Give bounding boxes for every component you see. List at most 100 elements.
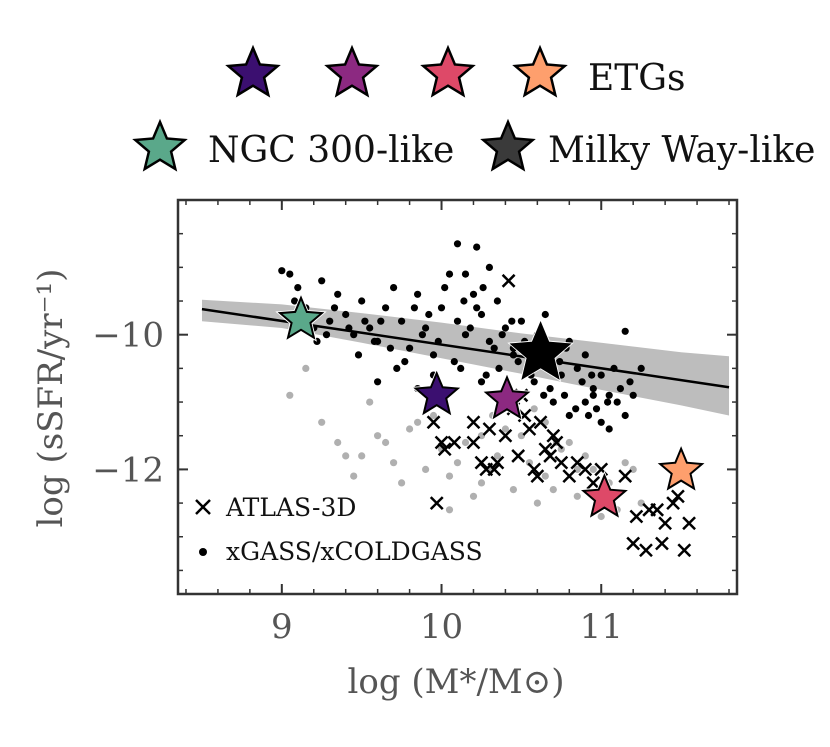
xgass-point <box>581 398 589 406</box>
xgass-point <box>473 243 481 251</box>
xgass-point <box>626 378 634 386</box>
xgass-point <box>342 310 350 319</box>
xgass-point <box>414 290 422 298</box>
nondetection-point <box>533 499 542 507</box>
xgass-point <box>466 324 474 332</box>
xgass-point <box>393 364 401 372</box>
xgass-point <box>291 297 299 305</box>
galaxy-stars <box>275 292 707 520</box>
xgass-point <box>501 324 509 332</box>
inner-legend-label-xgass: xGASS/xCOLDGASS <box>226 537 483 566</box>
xgass-point <box>318 277 326 285</box>
trend-line <box>201 307 730 389</box>
xgass-point <box>410 304 418 312</box>
xgass-point <box>637 364 645 372</box>
xgass-point <box>597 418 605 426</box>
legend-label-etgs: ETGs <box>588 58 686 99</box>
xgass-point <box>477 378 486 386</box>
xgass-point <box>573 364 581 372</box>
xgass-point <box>589 385 597 393</box>
nondetection-point <box>414 418 422 426</box>
legend-star-orange <box>512 44 568 98</box>
xgass-point <box>560 391 569 399</box>
xgass-point <box>294 284 302 292</box>
nondetection-point <box>509 486 517 494</box>
atlas3d-point <box>429 496 444 510</box>
xgass-point <box>326 317 334 325</box>
x-tick-label: 9 <box>271 607 293 647</box>
nondetection-point <box>366 398 374 406</box>
xgass-point <box>406 344 414 352</box>
xgass-point <box>514 358 522 366</box>
xgass-point <box>382 304 390 312</box>
atlas3d-point <box>562 469 577 484</box>
atlas3d-point <box>466 415 481 430</box>
xgass-point <box>453 240 462 248</box>
atlas3d-point <box>498 428 513 443</box>
xgass-point <box>482 371 490 379</box>
nondetection-point <box>358 452 366 460</box>
xgass-point <box>361 317 369 325</box>
xgass-point <box>461 270 470 278</box>
nondetection-point <box>461 438 470 447</box>
legend-label-milkyway: Milky Way-like <box>548 130 815 171</box>
atlas3d-point <box>549 435 564 450</box>
xgass-point <box>322 331 331 339</box>
atlas3d-point <box>511 449 526 463</box>
atlas3d-point <box>466 435 481 450</box>
atlas3d-point <box>479 462 494 477</box>
xgass-point <box>540 391 548 399</box>
inner-legend-x-marker <box>195 499 211 515</box>
galaxy-star-ngc-300-like <box>277 295 325 340</box>
nondetection-point <box>350 472 358 480</box>
xgass-point <box>613 398 621 406</box>
xgass-point <box>441 284 449 292</box>
legend-star-teal <box>132 118 188 172</box>
xgass-point <box>530 378 538 386</box>
atlas3d-point <box>666 496 680 510</box>
xgass-point <box>477 310 486 319</box>
legend-star-black <box>480 118 536 172</box>
plot-frame <box>176 198 739 596</box>
atlas3d-point <box>530 469 545 484</box>
xgass-point <box>473 304 481 312</box>
xgass-point <box>425 310 433 319</box>
xgass-point <box>541 310 549 319</box>
atlas3d-point <box>570 455 585 470</box>
xgass-point <box>445 270 454 278</box>
inner-legend: ATLAS-3D xGASS/xCOLDGASS <box>195 493 483 566</box>
trend-band <box>202 299 729 416</box>
xgass-point <box>354 351 363 359</box>
nondetection-point <box>530 405 538 413</box>
xgass-point <box>549 398 557 406</box>
galaxy-star-etg <box>483 374 531 420</box>
xgass-point <box>498 331 506 339</box>
legend-label-ngc300: NGC 300-like <box>208 130 454 171</box>
xgass-point <box>604 398 612 406</box>
xgass-point <box>588 371 596 379</box>
xgass-point <box>621 327 629 335</box>
xgass-point <box>589 391 597 399</box>
xgass-point <box>370 337 378 345</box>
atlas3d-point <box>677 543 692 558</box>
nondetection-point <box>573 492 581 500</box>
atlas3d-point <box>658 516 673 531</box>
axis-ticks: 9 10 11 −10 −12 <box>92 200 737 647</box>
y-tick-label: −10 <box>92 316 164 356</box>
xgass-point <box>366 324 374 332</box>
atlas3d-point <box>618 469 633 484</box>
xgass-point <box>398 317 406 325</box>
atlas3d-point <box>543 449 558 463</box>
atlas3d-point <box>501 273 516 288</box>
xgass-point <box>616 385 625 393</box>
nondetection-point <box>469 492 478 500</box>
atlas3d-point <box>626 536 641 551</box>
nondetection-point <box>286 391 294 399</box>
xgass-point <box>460 297 468 305</box>
legend-star-purple-dark <box>225 44 281 98</box>
nondetection-point <box>589 465 597 473</box>
xgass-point <box>517 317 526 325</box>
xgass-point <box>572 405 580 413</box>
xgass-point <box>401 358 409 366</box>
